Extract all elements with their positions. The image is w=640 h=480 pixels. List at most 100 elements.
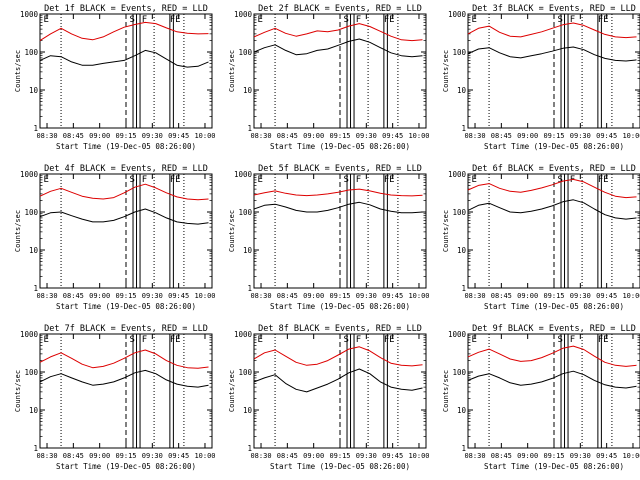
series-line-lld xyxy=(39,21,209,42)
y-tick-label: 1 xyxy=(461,284,466,293)
y-tick-label: 1 xyxy=(33,284,38,293)
x-tick-label: 09:30 xyxy=(570,452,591,460)
y-axis-label: Counts/sec xyxy=(14,50,22,92)
series-line-events xyxy=(253,368,423,393)
x-tick-label: 10:00 xyxy=(408,452,429,460)
phase-marker-label: S xyxy=(130,175,135,185)
phase-marker-label: E xyxy=(389,335,394,345)
x-tick-label: 08:30 xyxy=(36,292,57,300)
x-tick-label: 08:30 xyxy=(250,452,271,460)
x-tick-label: 08:30 xyxy=(250,292,271,300)
x-tick-label: 09:00 xyxy=(89,292,110,300)
phase-marker-label: E xyxy=(603,175,608,185)
phase-marker-label: E xyxy=(175,175,180,185)
y-tick-label: 1000 xyxy=(448,170,467,179)
detector-panel-3: Det 3f BLACK = Events, RED = LLD 1 10 100 10… xyxy=(442,4,640,151)
phase-marker-label: F xyxy=(384,335,389,345)
x-axis-label: Start Time (19-Dec-05 08:26:00) xyxy=(270,142,410,151)
x-tick-label: 08:30 xyxy=(464,292,485,300)
x-tick-label: 09:30 xyxy=(142,292,163,300)
series-line-events xyxy=(39,369,209,388)
x-axis-label: Start Time (19-Dec-05 08:26:00) xyxy=(56,142,196,151)
y-tick-label: 1000 xyxy=(20,170,39,179)
x-tick-label: 09:45 xyxy=(168,132,189,140)
phase-marker-label: E xyxy=(603,15,608,25)
x-tick-label: 09:30 xyxy=(356,132,377,140)
detector-panel-1: Det 1f BLACK = Events, RED = LLD 1 10 100 10… xyxy=(14,4,216,151)
series-line-lld xyxy=(467,178,637,199)
x-tick-label: 08:30 xyxy=(36,452,57,460)
phase-marker-label: F xyxy=(170,15,175,25)
y-tick-label: 1000 xyxy=(234,10,253,19)
series-line-lld xyxy=(253,188,423,197)
y-tick-label: 1 xyxy=(247,284,252,293)
y-tick-label: 1 xyxy=(461,444,466,453)
y-tick-label: 100 xyxy=(452,48,466,57)
phase-marker-label: F xyxy=(170,335,175,345)
panel-title: Det 3f BLACK = Events, RED = LLD xyxy=(472,4,636,14)
x-tick-label: 09:15 xyxy=(115,292,136,300)
detector-panel-8: Det 8f BLACK = Events, RED = LLD 1 10 100 10… xyxy=(228,324,430,471)
x-tick-label: 10:00 xyxy=(408,292,429,300)
y-tick-label: 10 xyxy=(457,86,467,95)
y-tick-label: 1000 xyxy=(234,330,253,339)
phase-marker-label: F xyxy=(142,175,147,185)
x-tick-label: 09:45 xyxy=(382,452,403,460)
phase-marker-label: S xyxy=(344,335,349,345)
x-tick-label: 09:00 xyxy=(517,132,538,140)
x-tick-label: 10:00 xyxy=(622,292,640,300)
y-tick-label: 1000 xyxy=(20,330,39,339)
x-axis-label: Start Time (19-Dec-05 08:26:00) xyxy=(270,302,410,311)
x-tick-label: 08:45 xyxy=(63,452,84,460)
phase-marker-label: F xyxy=(356,175,361,185)
series-line-events xyxy=(253,201,423,214)
x-tick-label: 09:45 xyxy=(168,452,189,460)
phase-marker-label: E xyxy=(472,335,477,345)
y-tick-label: 10 xyxy=(243,86,253,95)
y-tick-label: 1000 xyxy=(448,330,467,339)
x-tick-label: 08:45 xyxy=(277,292,298,300)
x-tick-label: 09:15 xyxy=(329,132,350,140)
series-line-events xyxy=(253,38,423,58)
x-tick-label: 09:45 xyxy=(596,292,617,300)
series-line-events xyxy=(467,370,637,389)
x-tick-label: 10:00 xyxy=(408,132,429,140)
panel-title: Det 6f BLACK = Events, RED = LLD xyxy=(472,164,636,174)
phase-marker-label: F xyxy=(356,335,361,345)
detector-panel-4: Det 4f BLACK = Events, RED = LLD 1 10 100 10… xyxy=(14,164,216,311)
phase-marker-label: F xyxy=(598,15,603,25)
x-tick-label: 09:30 xyxy=(570,292,591,300)
series-line-lld xyxy=(253,346,423,367)
x-tick-label: 09:15 xyxy=(543,292,564,300)
x-tick-label: 09:00 xyxy=(303,292,324,300)
x-tick-label: 08:30 xyxy=(36,132,57,140)
y-tick-label: 100 xyxy=(238,368,252,377)
x-tick-label: 09:30 xyxy=(570,132,591,140)
y-tick-label: 100 xyxy=(24,368,38,377)
x-axis-label: Start Time (19-Dec-05 08:26:00) xyxy=(270,462,410,471)
x-tick-label: 08:45 xyxy=(63,292,84,300)
phase-marker-label: E xyxy=(44,15,49,25)
x-tick-label: 09:15 xyxy=(115,452,136,460)
x-tick-label: 08:45 xyxy=(491,452,512,460)
y-tick-label: 10 xyxy=(457,246,467,255)
x-tick-label: 09:45 xyxy=(596,132,617,140)
x-tick-label: 09:15 xyxy=(329,292,350,300)
x-tick-label: 10:00 xyxy=(622,132,640,140)
x-axis-label: Start Time (19-Dec-05 08:26:00) xyxy=(484,462,624,471)
y-tick-label: 1 xyxy=(33,124,38,133)
x-tick-label: 08:45 xyxy=(63,132,84,140)
x-tick-label: 08:45 xyxy=(277,132,298,140)
detector-panel-5: Det 5f BLACK = Events, RED = LLD 1 10 100 10… xyxy=(228,164,430,311)
phase-marker-label: E xyxy=(175,15,180,25)
x-tick-label: 10:00 xyxy=(194,292,215,300)
phase-marker-label: E xyxy=(603,335,608,345)
phase-marker-label: S xyxy=(344,175,349,185)
y-axis-label: Counts/sec xyxy=(228,370,236,412)
x-tick-label: 09:15 xyxy=(543,452,564,460)
y-axis-label: Counts/sec xyxy=(14,210,22,252)
detector-panel-7: Det 7f BLACK = Events, RED = LLD 1 10 100 10… xyxy=(14,324,216,471)
phase-marker-label: S xyxy=(130,335,135,345)
phase-marker-label: F xyxy=(142,335,147,345)
y-axis-label: Counts/sec xyxy=(14,370,22,412)
